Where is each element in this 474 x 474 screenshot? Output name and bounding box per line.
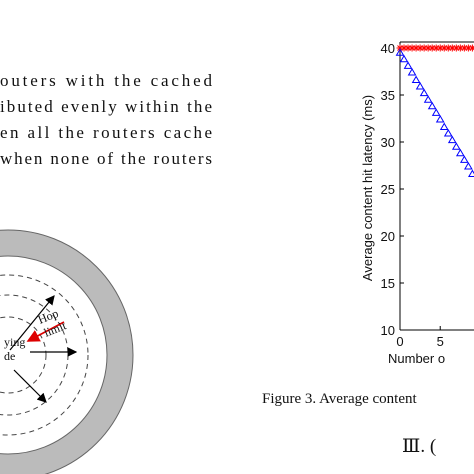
y-tick-label: 30 xyxy=(381,135,395,150)
triangle-marker xyxy=(403,61,413,69)
y-tick-label: 25 xyxy=(381,182,395,197)
diagram: Hop limit ying de xyxy=(0,229,134,474)
triangle-marker xyxy=(463,161,473,170)
triangle-marker xyxy=(399,54,409,63)
chart: Average content hit latency (ms) Number … xyxy=(360,41,474,366)
x-axis-label: Number o xyxy=(388,351,445,366)
asterisk-marker xyxy=(400,44,408,52)
body-line: en all the routers cache xyxy=(0,123,212,142)
arrow xyxy=(9,295,55,351)
section-heading: Ⅲ. ( xyxy=(402,436,436,457)
triangle-marker xyxy=(447,135,457,144)
triangle-marker xyxy=(423,95,433,103)
asterisk-marker xyxy=(468,44,474,52)
triangle-marker xyxy=(431,108,441,116)
asterisk-marker xyxy=(444,44,452,52)
triangle-marker xyxy=(407,67,417,76)
x-tick-label: 0 xyxy=(396,334,403,349)
triangle-marker xyxy=(455,148,465,157)
triangle-marker xyxy=(435,114,445,123)
body-line: ibuted evenly within the xyxy=(0,97,212,116)
triangle-marker xyxy=(443,129,453,137)
ring-edge xyxy=(0,255,108,455)
asterisk-marker xyxy=(440,44,448,52)
ring-edge xyxy=(0,229,134,474)
triangle-marker xyxy=(415,82,425,90)
y-axis-label: Average content hit latency (ms) xyxy=(360,95,375,281)
asterisk-marker xyxy=(460,44,468,52)
asterisk-marker xyxy=(432,44,440,52)
triangle-marker xyxy=(419,88,429,97)
hop-circle xyxy=(0,274,89,436)
y-tick-label: 15 xyxy=(381,276,395,291)
asterisk-marker xyxy=(428,44,436,52)
asterisk-marker xyxy=(416,44,424,52)
asterisk-marker xyxy=(420,44,428,52)
y-tick-label: 40 xyxy=(381,41,395,56)
x-tick-label: 5 xyxy=(437,334,444,349)
asterisk-marker xyxy=(456,44,464,52)
triangle-marker xyxy=(411,75,421,83)
node-label: ying xyxy=(4,335,25,349)
asterisk-marker xyxy=(436,44,444,52)
triangle-marker xyxy=(395,48,405,56)
node-label: de xyxy=(4,349,15,363)
figure-caption: Figure 3. Average content xyxy=(262,391,418,407)
hop-circle xyxy=(0,316,47,394)
body-line: outers with the cached xyxy=(0,71,212,90)
asterisk-marker xyxy=(464,44,472,52)
asterisk-marker xyxy=(448,44,456,52)
asterisk-marker xyxy=(452,44,460,52)
y-tick-label: 10 xyxy=(381,323,395,338)
arrow xyxy=(13,369,47,403)
asterisk-marker xyxy=(412,44,420,52)
y-tick-label: 35 xyxy=(381,88,395,103)
triangle-marker xyxy=(451,142,461,150)
outer-ring xyxy=(0,230,133,474)
asterisk-marker xyxy=(408,44,416,52)
body-line: when none of the routers xyxy=(0,149,212,168)
hop-arrow xyxy=(26,321,65,342)
triangle-marker xyxy=(427,101,437,110)
triangle-marker xyxy=(439,122,449,130)
triangle-marker xyxy=(459,155,469,163)
asterisk-marker xyxy=(404,44,412,52)
asterisk-marker xyxy=(396,44,404,52)
triangle-marker xyxy=(468,169,474,177)
y-tick-label: 20 xyxy=(381,229,395,244)
asterisk-marker xyxy=(424,44,432,52)
